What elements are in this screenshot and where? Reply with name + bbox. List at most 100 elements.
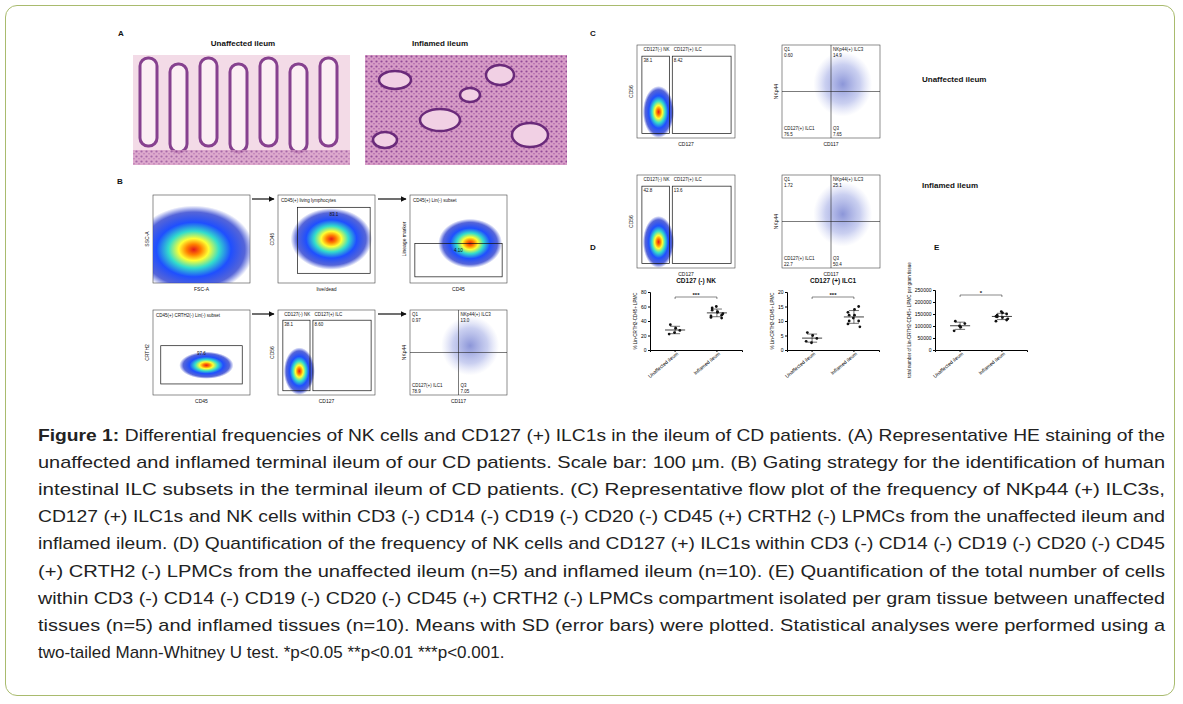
gate-name: CD127(+) ILC1 [412, 383, 443, 388]
axis-title: CD127 [319, 398, 335, 404]
panel-label: C [590, 29, 596, 38]
gate-name: CD127(-) NK [284, 312, 310, 317]
tick-mark [785, 292, 787, 293]
caption-line: CD127 (+) ILC1s and NK cells within CD3 … [38, 507, 1165, 526]
gate-name: Q1 [784, 177, 791, 182]
caption-text: CD127 (+) ILC1s and NK cells within CD3 … [38, 507, 1165, 526]
tick: 20 [641, 333, 650, 339]
tick-label: 80 [641, 289, 647, 295]
caption-text: inflamed ileum. (D) Quantification of th… [38, 534, 1165, 553]
quadrant-line [782, 91, 880, 92]
tick-mark [785, 336, 787, 337]
tick-mark [648, 307, 650, 308]
point [853, 314, 856, 317]
panel-d: D 0 20 40 60 80 Unaffected ileum Inflamed ileum… [590, 243, 880, 379]
caption-text: tissues (n=5) and inflamed tissues (n=10… [38, 616, 1166, 635]
quadrant-line [782, 221, 880, 222]
scatter-chart: 050000100000150000200000250000Unaffected… [907, 262, 1027, 379]
point [995, 320, 998, 323]
tick: Unaffected ileum [784, 350, 817, 379]
tick-mark [648, 321, 650, 322]
axis-line [788, 351, 880, 353]
flow-plot: NKp44CD117Q11.72NKp44(+) ILC325.1CD127(+… [773, 175, 880, 277]
gate-value: 7.05 [461, 389, 470, 394]
flow-plot: CRTH2CD45CD45(+) CRTH2(-) Lin(-) subset9… [144, 310, 250, 404]
caption-line: unaffected and inflamed terminal ileum o… [38, 453, 1165, 472]
tick-label: 200000 [915, 299, 932, 305]
gate [415, 243, 502, 276]
tick: 15 [778, 304, 787, 310]
tick-label: 100000 [915, 323, 932, 329]
arrow [252, 198, 274, 199]
tick: 0 [644, 347, 650, 353]
plot-frame [410, 195, 507, 283]
axis-title: CD56 [269, 346, 275, 359]
tick-label: Unaffected ileum [784, 350, 817, 379]
axis-title: CRTH2 [144, 344, 150, 361]
tick: 50000 [918, 335, 935, 341]
gate-name: Q3 [461, 383, 468, 388]
tick-label: 5 [781, 333, 784, 339]
point [674, 327, 677, 330]
scatter-chart: 020406080Unaffected ileumInflamed ileum%… [633, 277, 742, 379]
plot-frame [410, 310, 507, 395]
tick: Inflamed ileum [829, 350, 858, 376]
caption-line: inflamed ileum. (D) Quantification of th… [38, 534, 1165, 553]
tick-label: 50000 [918, 335, 932, 341]
tick-mark [785, 350, 787, 351]
axis-title: NKp44 [773, 84, 779, 100]
axis-line [933, 291, 936, 351]
point [963, 322, 966, 325]
caption-text: two-tailed Mann-Whitney U test. *p<0.05 … [38, 643, 504, 662]
point [848, 320, 851, 323]
quadrant-line [410, 352, 507, 353]
axis-title: CD117 [823, 141, 838, 147]
event-cloud [291, 208, 372, 270]
point [847, 311, 850, 314]
panel-label: D [590, 243, 596, 252]
axis-title: NKp44 [401, 345, 407, 361]
plot-frame [782, 45, 880, 138]
tick-label: 20 [641, 333, 647, 339]
flow-plot: NKp44CD117Q10.97NKp44(+) ILC313.0CD127(+… [401, 310, 507, 404]
axis-title: SSC-A [144, 231, 150, 247]
marks [665, 305, 727, 335]
axis-title: CD45 [269, 232, 275, 245]
gate-name: CD127(+) ILC1 [784, 126, 815, 131]
plot-frame [782, 175, 880, 268]
plot-frame [278, 310, 375, 395]
axis-line [785, 293, 788, 351]
gate [642, 56, 669, 133]
tick-label: Inflamed ileum [829, 350, 858, 375]
gate-name: NKp44(+) ILC3 [833, 177, 864, 182]
gate-name: CD127(-) NK [643, 177, 669, 182]
arrow [252, 313, 274, 314]
gate-name: Q1 [784, 47, 791, 52]
gate [283, 320, 310, 391]
gate-value: 1.72 [784, 183, 793, 188]
panel-c: CCD56CD127CD127(-) NK38.1CD127(+) ILC8.4… [590, 29, 986, 277]
tick: 40 [641, 318, 650, 324]
caption-line: (+) CRTH2 (-) LPMCs from the unaffected … [38, 562, 1165, 581]
tick-label: 10 [778, 318, 784, 324]
axis-title: CD56 [628, 215, 634, 228]
event-cloud [813, 182, 872, 247]
point [857, 305, 860, 308]
chart-title: CD127 (+) ILC1 [810, 277, 856, 285]
panel-e: E050000100000150000200000250000Unaffecte… [907, 243, 1027, 379]
tick: 0 [781, 347, 787, 353]
significance: *** [692, 292, 700, 298]
gate [313, 320, 371, 391]
tick-mark [933, 302, 935, 303]
error-bar [712, 309, 722, 317]
gate-name: CD127(+) ILC [314, 312, 343, 317]
tick: Inflamed ileum [977, 350, 1006, 376]
point [810, 341, 813, 344]
flow-plot: CD56CD127CD127(-) NK42.8CD127(+) ILC13.6 [628, 175, 735, 277]
tick-label: 60 [641, 304, 647, 310]
tick: 80 [641, 289, 650, 295]
tick-label: 0 [781, 347, 784, 353]
tick-label: 20 [778, 289, 784, 295]
arrow [378, 313, 406, 314]
gate-name: Q1 [412, 312, 419, 317]
